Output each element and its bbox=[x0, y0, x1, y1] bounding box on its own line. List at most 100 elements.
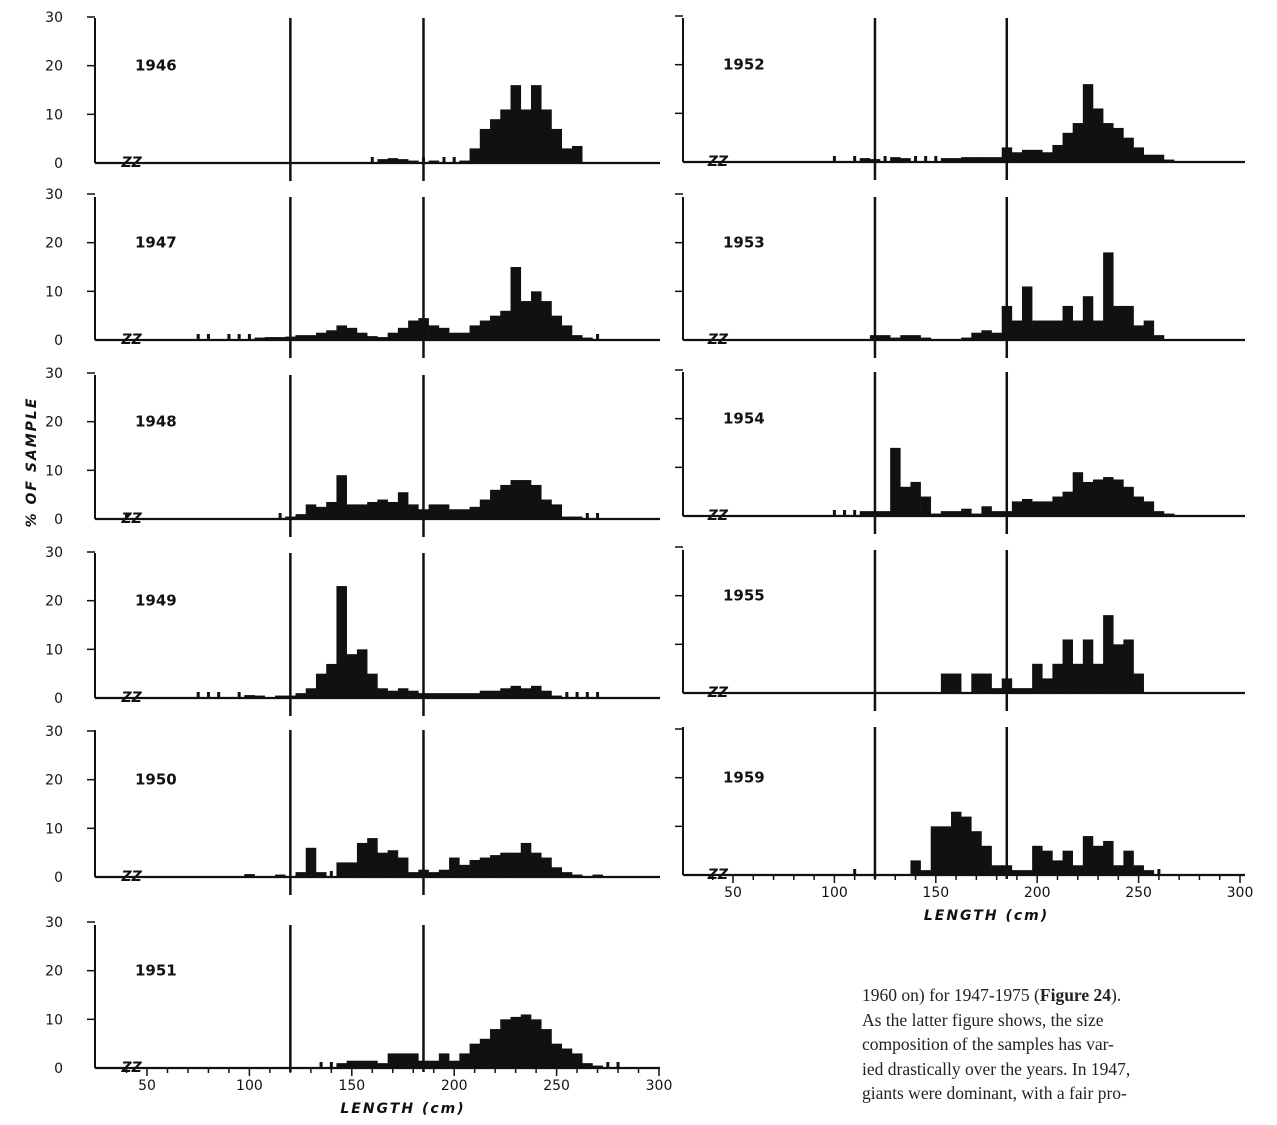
bar bbox=[367, 838, 378, 877]
bar bbox=[196, 692, 200, 698]
bar bbox=[449, 509, 460, 519]
bar bbox=[1143, 501, 1155, 516]
bar bbox=[326, 501, 337, 519]
y-tick-label: 20 bbox=[45, 773, 63, 789]
bar bbox=[981, 673, 992, 693]
bar bbox=[565, 692, 569, 698]
bar bbox=[490, 855, 501, 877]
y-tick-label: 30 bbox=[45, 187, 63, 203]
x-tick-label: 300 bbox=[1227, 885, 1254, 901]
panel-year-label: 1954 bbox=[723, 410, 765, 428]
bar bbox=[1123, 486, 1134, 516]
bar bbox=[356, 1060, 368, 1068]
bar bbox=[377, 688, 388, 698]
bar bbox=[377, 852, 388, 877]
bar bbox=[596, 513, 600, 519]
bar bbox=[510, 85, 522, 163]
bar bbox=[585, 513, 589, 519]
bar bbox=[853, 510, 857, 516]
bar bbox=[1021, 149, 1033, 162]
bar bbox=[900, 158, 911, 162]
bar bbox=[551, 128, 563, 163]
x-tick-label: 200 bbox=[1024, 885, 1051, 901]
bar bbox=[1072, 123, 1084, 162]
bar bbox=[1052, 320, 1063, 340]
bar bbox=[510, 685, 522, 698]
bar bbox=[397, 492, 409, 519]
bar bbox=[275, 695, 286, 698]
bar bbox=[1011, 870, 1023, 875]
bar bbox=[408, 160, 419, 163]
y-tick-label: 20 bbox=[45, 59, 63, 75]
bar bbox=[520, 301, 532, 340]
bar bbox=[900, 486, 911, 516]
bar bbox=[1103, 123, 1114, 162]
bar bbox=[227, 334, 231, 340]
bar bbox=[500, 109, 511, 163]
bar bbox=[408, 504, 419, 519]
panel-year-label: 1947 bbox=[135, 234, 177, 252]
bar bbox=[247, 334, 251, 340]
body-text-line: 1960 on) for 1947-1975 (Figure 24). bbox=[862, 983, 1262, 1008]
bar bbox=[315, 506, 327, 519]
x-tick-label: 250 bbox=[1125, 885, 1152, 901]
bar bbox=[1011, 501, 1023, 516]
bar bbox=[346, 862, 358, 877]
bar bbox=[326, 330, 337, 340]
bar bbox=[585, 692, 589, 698]
bar bbox=[408, 690, 419, 698]
axis-break-mark: ZZ bbox=[121, 155, 143, 171]
bar bbox=[469, 148, 481, 163]
bar bbox=[1163, 159, 1175, 162]
bar bbox=[1133, 147, 1144, 162]
bar bbox=[452, 157, 456, 163]
bar bbox=[561, 1048, 573, 1068]
bar bbox=[428, 160, 440, 163]
bar bbox=[582, 337, 593, 340]
bar bbox=[490, 690, 501, 698]
bar bbox=[951, 158, 962, 162]
panel-year-label: 1959 bbox=[723, 769, 765, 787]
bar bbox=[1113, 479, 1124, 516]
bar bbox=[479, 128, 491, 163]
bar bbox=[880, 511, 891, 516]
bar bbox=[1052, 144, 1063, 162]
bar bbox=[336, 586, 347, 698]
bar bbox=[571, 516, 583, 519]
y-tick-label: 0 bbox=[54, 512, 63, 528]
y-tick-label: 30 bbox=[45, 915, 63, 931]
bar bbox=[1042, 501, 1053, 516]
panel-year-label: 1953 bbox=[723, 234, 765, 252]
bar bbox=[295, 514, 307, 519]
bar bbox=[459, 509, 470, 519]
bar bbox=[237, 692, 241, 698]
bar bbox=[1143, 320, 1155, 340]
x-tick-label: 100 bbox=[236, 1078, 263, 1094]
bar bbox=[991, 157, 1003, 162]
panel-1952: ZZ 1952 bbox=[675, 15, 1245, 180]
bar bbox=[490, 315, 501, 340]
bar bbox=[1082, 836, 1094, 875]
bar bbox=[551, 1043, 563, 1068]
bar bbox=[1153, 511, 1165, 516]
bar bbox=[428, 1060, 440, 1068]
bar bbox=[981, 845, 992, 875]
bar bbox=[1062, 132, 1073, 162]
bar bbox=[531, 685, 542, 698]
bar bbox=[859, 158, 871, 162]
y-tick-label: 10 bbox=[45, 463, 63, 479]
bar bbox=[1153, 154, 1165, 162]
bar bbox=[356, 332, 368, 340]
bar bbox=[991, 688, 1003, 693]
bar bbox=[561, 872, 573, 877]
bar bbox=[305, 335, 317, 340]
panel-1946: 0 10 20 30 ZZ 1946 bbox=[45, 10, 660, 181]
axis-break-mark: ZZ bbox=[121, 332, 143, 348]
panel-1954: ZZ 1954 bbox=[675, 369, 1245, 534]
bar bbox=[346, 654, 358, 698]
panel-1959: ZZ 1959 50 100 150 200 250 300 LENGTH (cm) bbox=[675, 727, 1253, 924]
bar bbox=[397, 857, 409, 877]
bar bbox=[278, 513, 282, 519]
bar bbox=[217, 692, 221, 698]
